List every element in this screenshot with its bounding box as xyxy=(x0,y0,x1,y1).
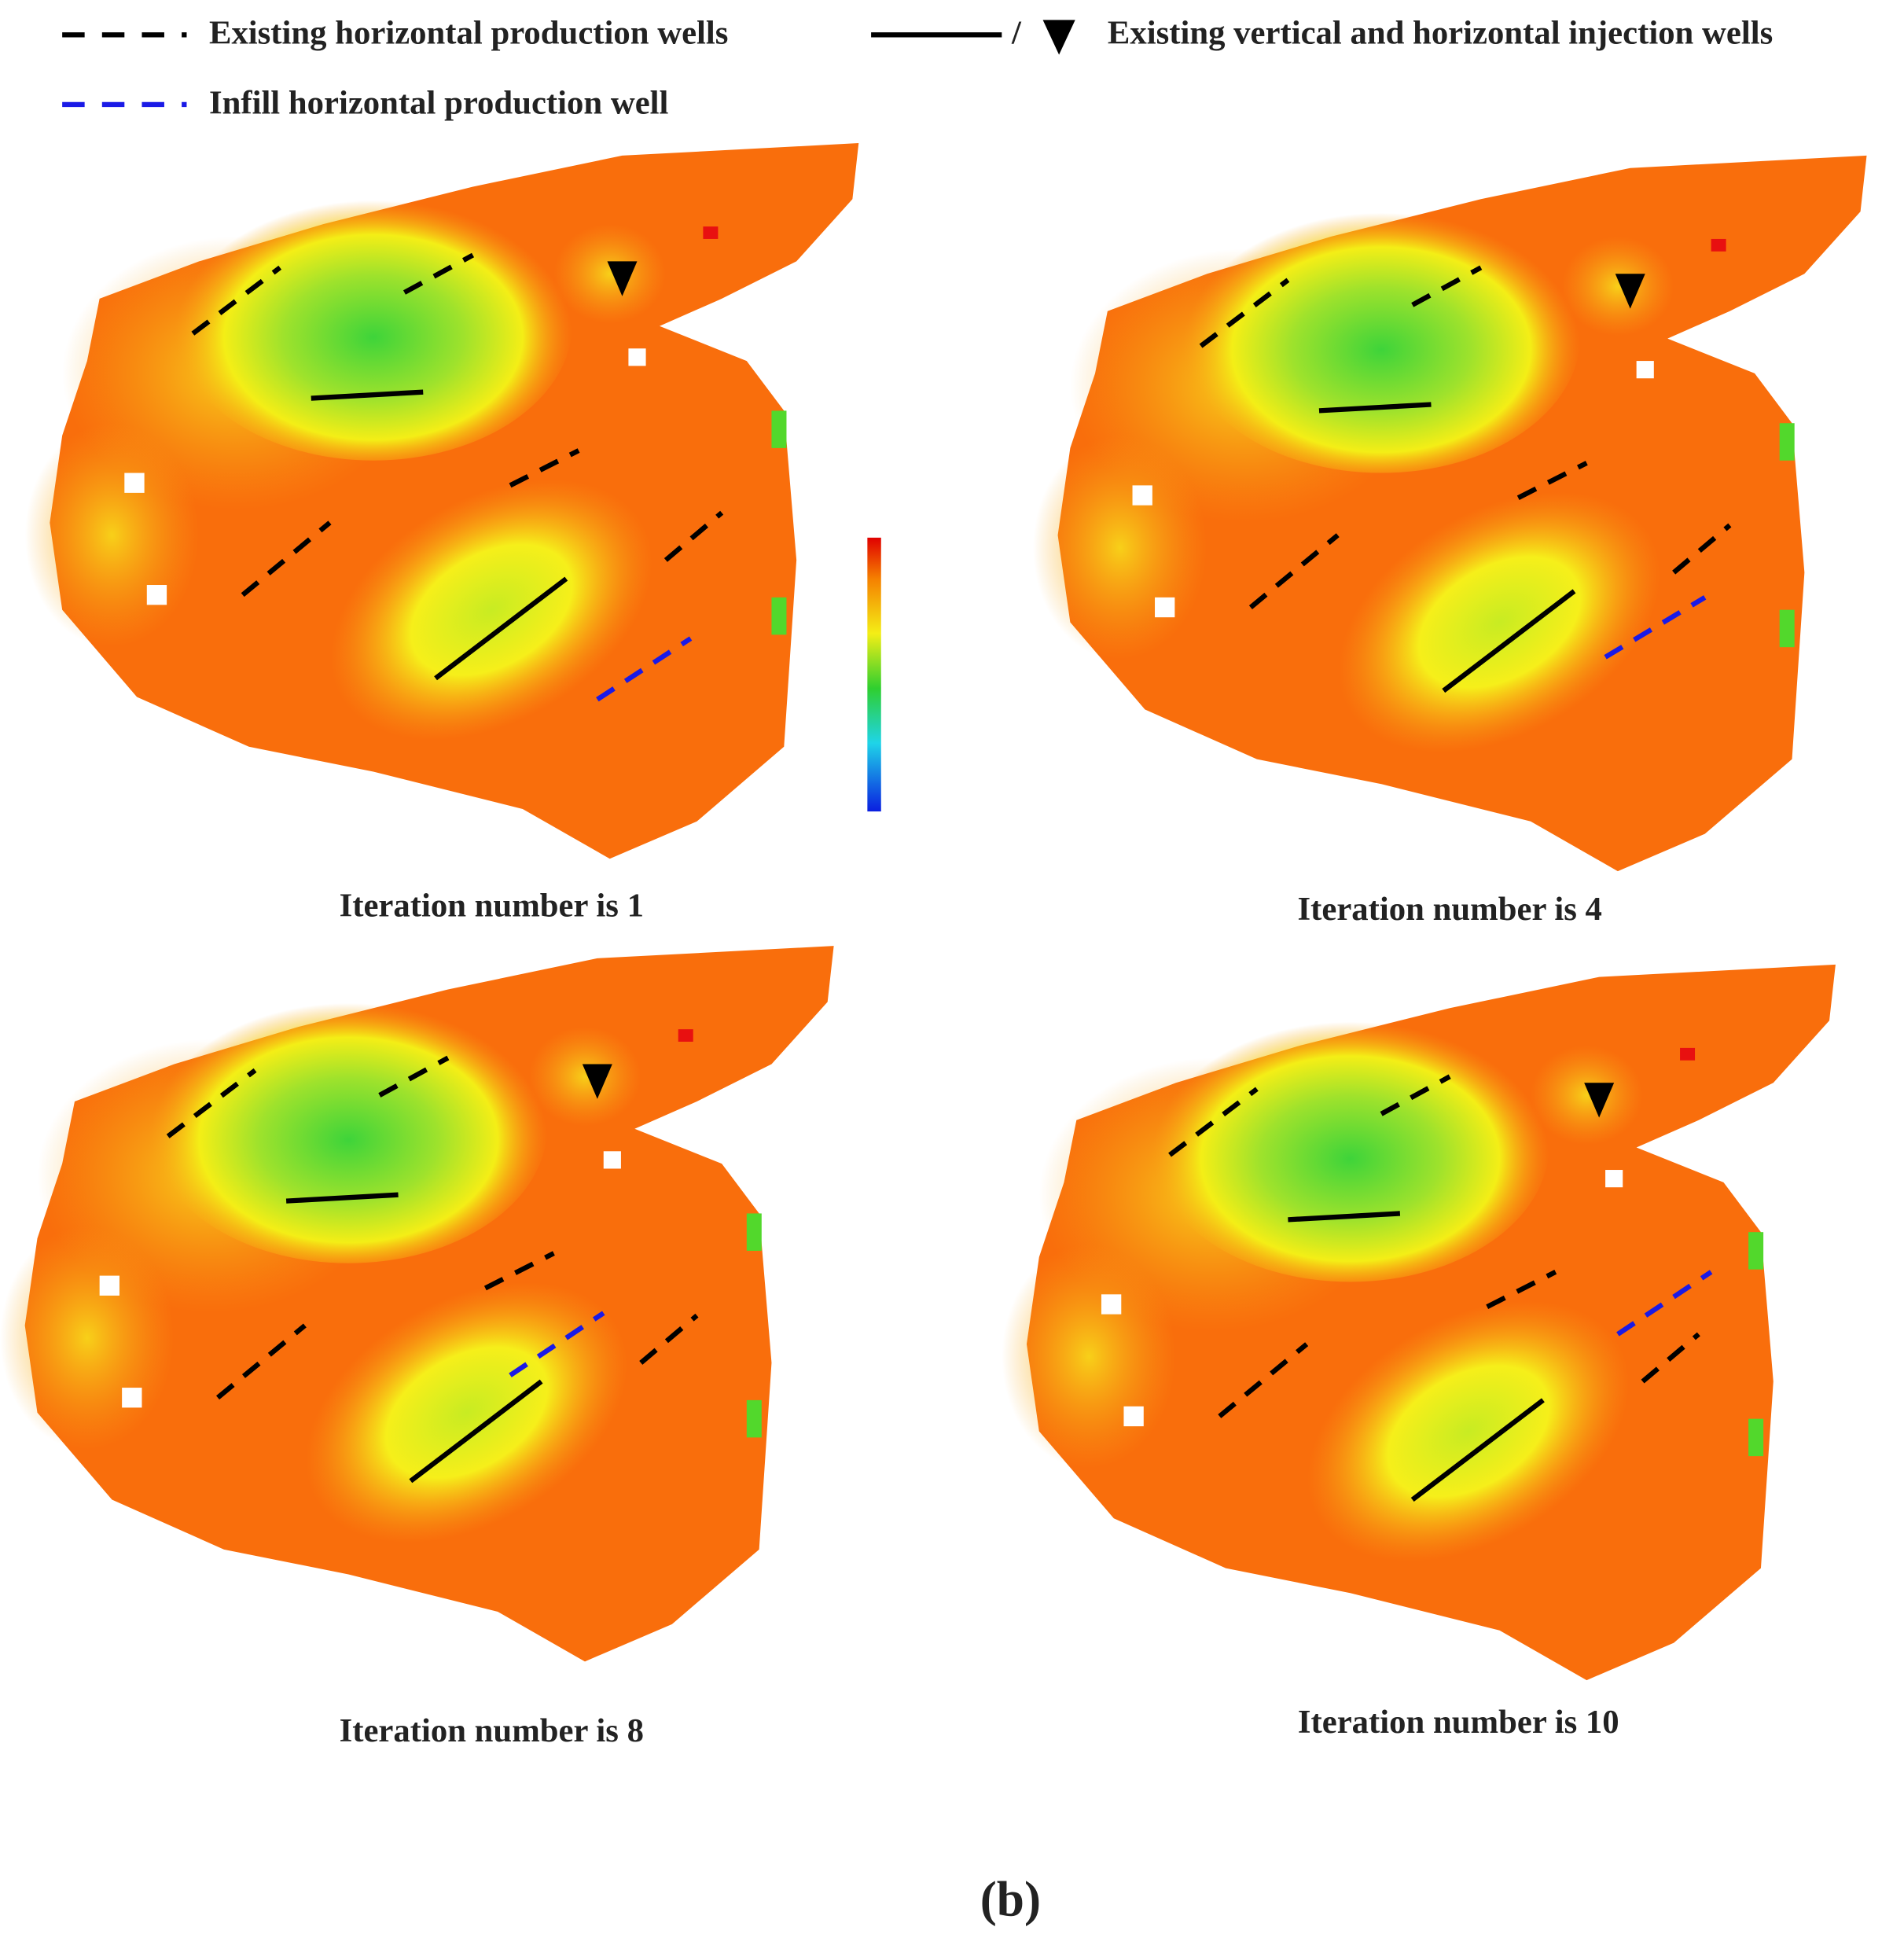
panel-caption: Iteration number is 10 xyxy=(1298,1704,1619,1741)
figure-label: (b) xyxy=(980,1872,1041,1927)
legend-label: Existing horizontal production wells xyxy=(209,15,728,52)
legend-label: Infill horizontal production well xyxy=(209,84,669,121)
panel-caption: Iteration number is 4 xyxy=(1298,891,1602,928)
panel-caption: Iteration number is 8 xyxy=(340,1712,644,1749)
panel-caption: Iteration number is 1 xyxy=(340,887,644,924)
legend-separator: / xyxy=(1011,15,1022,52)
map-panel xyxy=(1002,965,1836,1680)
map-panel xyxy=(1033,156,1867,871)
legend-swatch xyxy=(1042,20,1075,55)
legend-label: Existing vertical and horizontal injecti… xyxy=(1108,15,1773,52)
map-panel xyxy=(0,946,834,1661)
map-panel xyxy=(25,143,881,859)
colorbar xyxy=(867,537,881,812)
